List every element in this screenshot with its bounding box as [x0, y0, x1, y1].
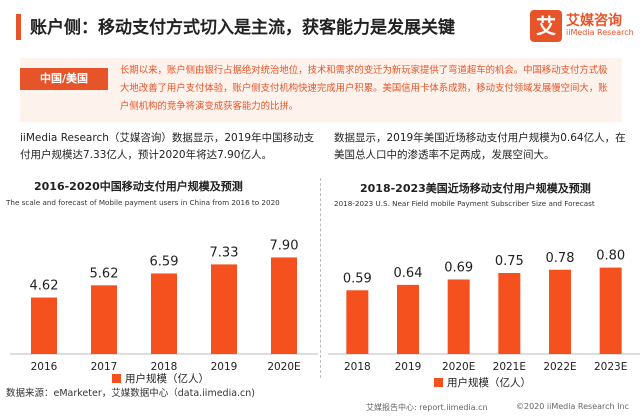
right-description: 数据显示，2019年美国近场移动支付用户规模为0.64亿人，在美国总人口中的渗透… [334, 132, 626, 161]
legend-label: 用户规模（亿人） [125, 372, 209, 385]
data-label: 0.80 [596, 249, 625, 264]
summary-text: 长期以来，账户侧由银行占据绝对统治地位，技术和需求的变迁为新玩家提供了弯道超车的… [120, 65, 608, 112]
legend-swatch [112, 374, 121, 383]
bar [397, 284, 419, 354]
left-description: iiMedia Research（艾媒咨询）数据显示，2019年中国移动支付用户… [20, 132, 315, 161]
data-label: 6.59 [150, 254, 179, 269]
bar [271, 257, 297, 354]
legend-label: 用户规模（亿人） [447, 376, 531, 389]
x-tick-label: 2016 [31, 361, 58, 373]
footer-report-link[interactable]: 艾媒报告中心: report.iimedia.cn [366, 403, 488, 412]
x-tick-label: 2020E [442, 361, 475, 373]
left-chart-title: 2016-2020中国移动支付用户规模及预测 [34, 180, 243, 193]
bar [447, 279, 470, 354]
logo-text-en: iiMedia Research [566, 28, 634, 37]
us-nfc-payment-chart: 0.59 2018 0.64 2019 0.69 2020E 0.75 2021E 0.78 20… [328, 249, 640, 389]
region-tag: 中国/美国 [20, 68, 108, 90]
x-tick-label: 2022E [543, 361, 576, 373]
data-label: 7.90 [270, 238, 299, 253]
x-tick-label: 2017 [91, 361, 118, 373]
data-label: 4.62 [30, 279, 59, 294]
data-label: 5.62 [90, 266, 119, 281]
right-chart-subtitle: 2018-2023 U.S. Near Field mobile Payment… [334, 199, 595, 208]
bar [498, 273, 521, 354]
x-tick-label: 2019 [395, 361, 422, 373]
x-tick-label: 2021E [493, 361, 526, 373]
header: 账户侧：移动支付方式切入是主流，获客能力是发展关键 艾 艾媒咨询 iiMedia… [0, 0, 640, 56]
bar [211, 264, 237, 354]
header-accent-bar [16, 14, 21, 40]
data-label: 0.75 [495, 254, 524, 269]
data-label: 7.33 [210, 245, 239, 260]
page-title: 账户侧：移动支付方式切入是主流，获客能力是发展关键 [30, 18, 455, 38]
x-tick-label: 2023E [594, 361, 627, 373]
bar [151, 273, 177, 354]
data-label: 0.59 [343, 271, 372, 286]
right-chart-title: 2018-2023美国近场移动支付用户规模及预测 [360, 182, 591, 195]
china-mobile-payment-chart: 4.62 2016 5.62 2017 6.59 2018 7.33 2019 7.90 2020… [10, 238, 318, 385]
logo-text-cn: 艾媒咨询 [566, 13, 622, 29]
x-tick-label: 2019 [211, 361, 238, 373]
iimedia-logo-icon: 艾 [530, 10, 562, 42]
summary-box: 中国/美国 长期以来，账户侧由银行占据绝对统治地位，技术和需求的变迁为新玩家提供… [20, 58, 622, 122]
left-chart-subtitle: The scale and forecast of Mobile payment… [6, 198, 280, 207]
data-label: 0.64 [394, 266, 423, 281]
bar [91, 285, 117, 354]
data-label: 0.69 [444, 260, 473, 275]
bar [599, 267, 622, 354]
footer: 艾媒报告中心: report.iimedia.cn ©2020 iiMedia … [0, 398, 640, 416]
x-tick-label: 2020E [267, 361, 300, 373]
column-divider [320, 178, 321, 378]
bar [31, 297, 57, 354]
x-tick-label: 2018 [344, 361, 371, 373]
data-source: 数据来源：eMarketer，艾媒数据中心（data.iimedia.cn) [6, 388, 256, 399]
x-tick-label: 2018 [151, 361, 178, 373]
bar [346, 290, 369, 354]
legend-swatch [434, 378, 443, 387]
data-label: 0.78 [546, 251, 575, 266]
bar [549, 269, 571, 354]
footer-copyright: ©2020 iiMedia Research Inc [516, 402, 629, 411]
